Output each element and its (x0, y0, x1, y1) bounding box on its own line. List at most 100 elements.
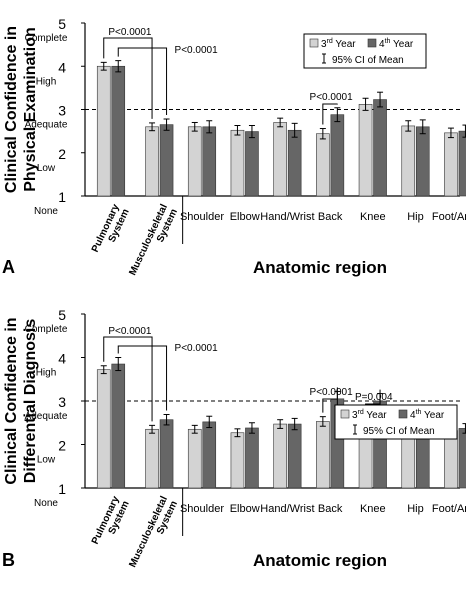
p-value-label: P<0.0001 (108, 326, 152, 337)
y-tick-label: 2 (58, 146, 66, 162)
legend-year-word: Year (333, 39, 356, 50)
legend-year-number: 3 (321, 39, 327, 50)
y-tick-label: 5 (58, 16, 66, 32)
legend-label: 3rd Year (321, 38, 356, 50)
y-tick-label: 4 (58, 351, 66, 367)
legend-ci-label: 95% CI of Mean (363, 426, 435, 437)
y-tick-label: 3 (58, 394, 66, 410)
significance-bracket (103, 336, 153, 422)
bar (245, 131, 259, 197)
bar (245, 427, 259, 489)
legend-year-suffix: th (416, 409, 422, 416)
significance-bracket (117, 47, 168, 116)
category-label: Knee (360, 211, 386, 223)
category-label: Foot/Ankle (432, 503, 466, 515)
y-tick-word: None (34, 206, 58, 217)
legend-year-word: Year (364, 410, 387, 421)
legend: 3rd Year 4th Year 95% CI of Mean (303, 33, 427, 69)
legend-year-word: Year (390, 39, 413, 50)
y-axis-label: Clinical Confidence in Physical Examinati… (3, 26, 39, 193)
x-axis-label: Anatomic region (253, 551, 387, 570)
bar (159, 124, 174, 197)
bar (316, 133, 330, 197)
legend-label: 4th Year (410, 409, 445, 421)
category-label: Hand/Wrist (260, 503, 314, 515)
legend-label: 3rd Year (352, 409, 387, 421)
panel-letter: A (2, 257, 15, 277)
bar (401, 125, 416, 197)
y-tick-word: High (36, 76, 57, 87)
bar (159, 419, 174, 489)
p-value-label: P<0.0001 (175, 45, 219, 56)
y-tick-word: Adequate (25, 120, 68, 131)
legend-year-suffix: th (385, 38, 391, 45)
y-axis-label: Clinical Confidence in Differential Diagn… (3, 317, 39, 484)
bar (273, 122, 287, 197)
category-label: Hand/Wrist (260, 211, 314, 223)
category-label: Foot/Ankle (432, 211, 466, 223)
bar (287, 423, 302, 489)
significance-bracket (322, 387, 338, 413)
y-axis-label-line: Physical Examination (22, 27, 39, 192)
y-tick-word: None (34, 498, 58, 509)
category-label: Shoulder (180, 503, 224, 515)
panel-letter: B (2, 550, 15, 570)
chart-panel-A: 1None2Low3Adequate4High5CompleteClinical… (2, 16, 466, 277)
bar (273, 423, 287, 489)
significance-bracket (117, 345, 168, 411)
legend-swatch (367, 38, 377, 48)
bar (373, 99, 387, 197)
bar (230, 129, 245, 197)
bar (458, 130, 466, 197)
bar (358, 104, 373, 197)
p-value-label: P<0.0001 (310, 387, 354, 398)
y-tick-word: Low (37, 455, 56, 466)
bar (202, 421, 217, 489)
category-label: Back (318, 211, 343, 223)
category-label: Hip (407, 211, 424, 223)
bar (111, 65, 126, 197)
legend-year-suffix: rd (358, 409, 364, 416)
category-label: Shoulder (180, 211, 224, 223)
legend-label: 4th Year (379, 38, 414, 50)
legend-ci-label: 95% CI of Mean (332, 55, 404, 66)
bar (316, 421, 330, 489)
p-value-label: P<0.0001 (175, 343, 219, 354)
bar (444, 132, 458, 197)
bar (287, 129, 302, 197)
y-axis-label-line: Clinical Confidence in (3, 26, 20, 193)
p-value-label: P=0.004 (355, 392, 393, 403)
legend-swatch (309, 38, 319, 48)
significance-bracket (103, 37, 153, 119)
y-axis-label-line: Clinical Confidence in (3, 317, 20, 484)
y-tick-word: High (36, 368, 57, 379)
legend-year-word: Year (421, 410, 444, 421)
ci-icon (353, 424, 357, 435)
y-tick-word: Complete (25, 33, 68, 44)
category-label: Hip (407, 503, 424, 515)
bar (96, 369, 111, 489)
p-value-label: P<0.0001 (108, 27, 152, 38)
y-tick-label: 1 (58, 481, 66, 497)
y-tick-word: Low (37, 163, 56, 174)
p-value-label: P<0.0001 (310, 92, 354, 103)
category-label: PulmonarySystem (90, 494, 132, 551)
bar (202, 126, 217, 197)
y-tick-label: 4 (58, 59, 66, 75)
y-tick-label: 2 (58, 438, 66, 454)
legend-swatch (398, 409, 408, 419)
bar (145, 126, 159, 197)
bar (111, 363, 126, 489)
bar (187, 428, 202, 489)
category-label: Elbow (230, 503, 260, 515)
bar (230, 432, 245, 489)
category-label: PulmonarySystem (90, 202, 132, 259)
bar (145, 428, 159, 489)
y-tick-label: 5 (58, 307, 66, 323)
legend-year-number: 3 (352, 410, 358, 421)
legend-year-number: 4 (410, 410, 416, 421)
bar (96, 65, 111, 197)
y-tick-label: 1 (58, 189, 66, 205)
bar (330, 114, 345, 197)
